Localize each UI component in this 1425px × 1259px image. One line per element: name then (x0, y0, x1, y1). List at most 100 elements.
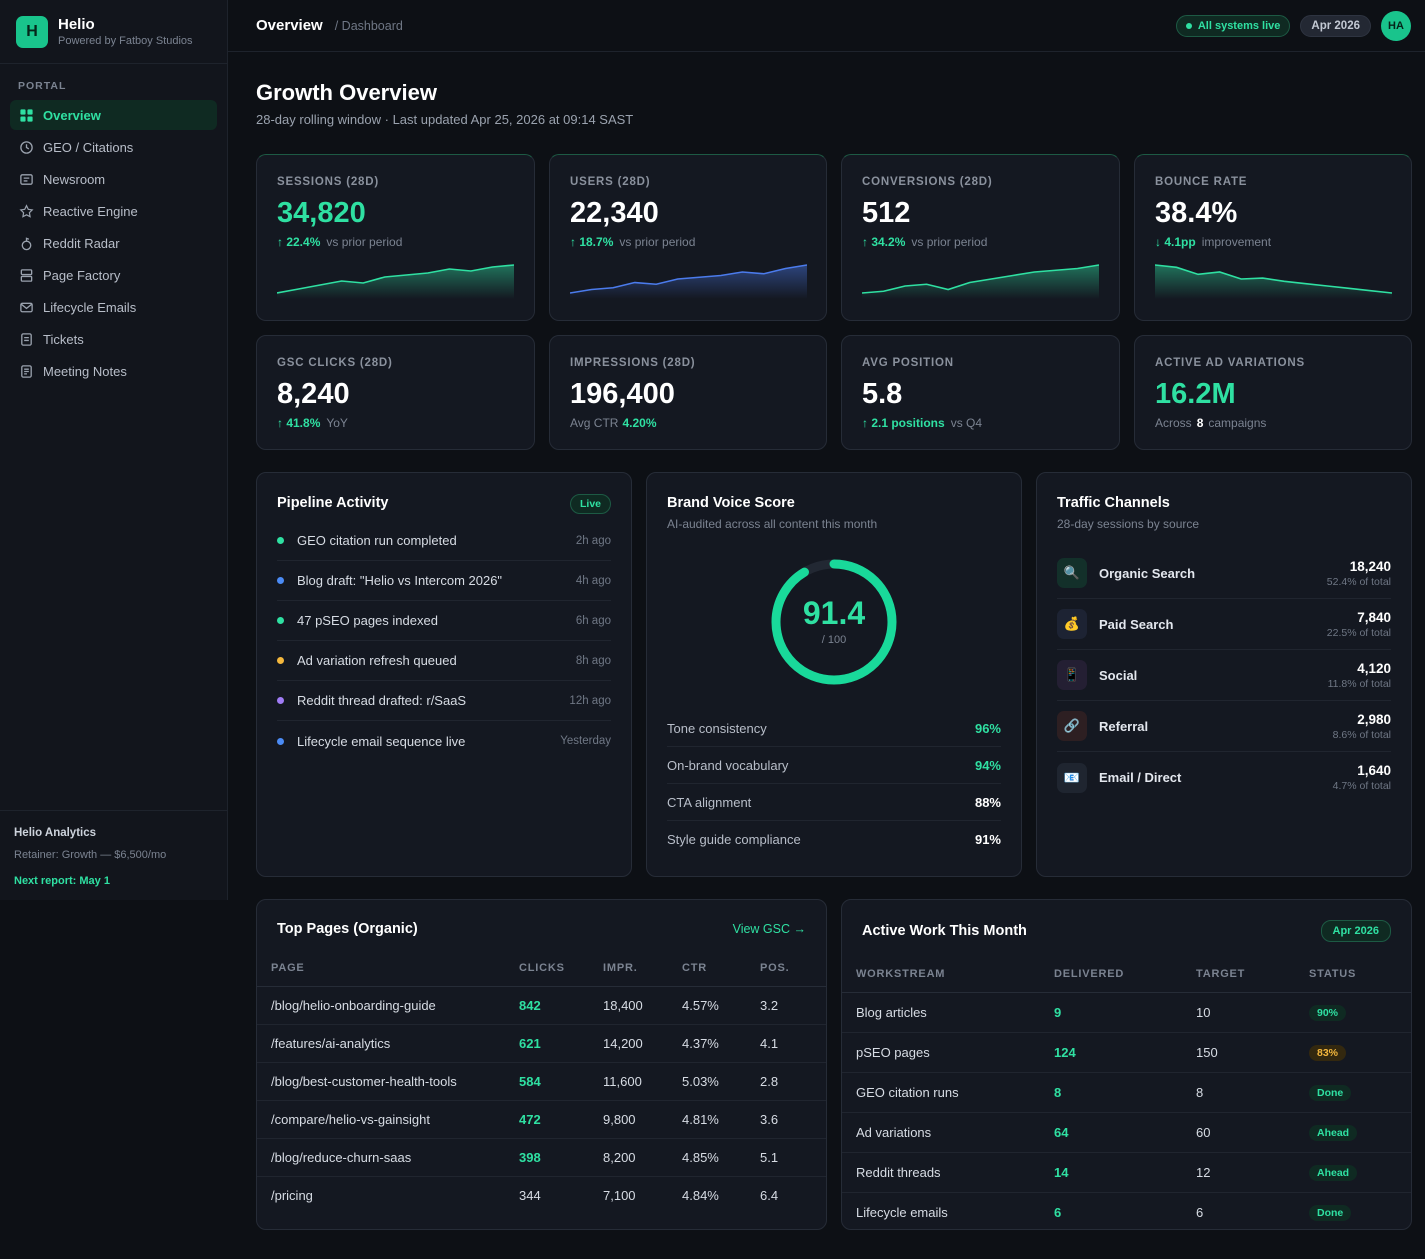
brand[interactable]: H Helio Powered by Fatboy Studios (0, 0, 227, 64)
channel-row-referral[interactable]: 🔗 Referral 2,980 8.6% of total (1057, 701, 1391, 752)
sidebar-item-reactive-engine[interactable]: Reactive Engine (10, 196, 217, 226)
score-ring (771, 559, 897, 685)
channel-row-paid-search[interactable]: 💰 Paid Search 7,840 22.5% of total (1057, 599, 1391, 650)
kpi-label: CONVERSIONS (28D) (862, 176, 993, 188)
column-header[interactable]: STATUS (1309, 956, 1411, 993)
kpi-delta: ↑ 41.8% YoY (277, 416, 348, 430)
table-row[interactable]: /blog/reduce-churn-saas 398 8,200 4.85% 5.1 (257, 1138, 826, 1177)
kpi-delta-note: vs prior period (326, 235, 403, 249)
table-row[interactable]: /blog/best-customer-health-tools 584 11,60… (257, 1062, 826, 1101)
activity-item[interactable]: Reddit thread drafted: r/SaaS 12h ago (277, 681, 611, 721)
activity-item[interactable]: 47 pSEO pages indexed 6h ago (277, 601, 611, 641)
table-row[interactable]: Reddit threads 14 12 Ahead (842, 1152, 1411, 1193)
kpi-card-impressions[interactable]: IMPRESSIONS (28D) 196,400 Avg CTR 4.20% (549, 335, 827, 450)
column-header[interactable]: DELIVERED (1054, 956, 1196, 993)
page-path[interactable]: /features/ai-analytics (257, 1024, 519, 1063)
view-gsc-link[interactable]: View GSC → (732, 922, 806, 936)
kpi-value: 16.2M (1155, 378, 1236, 410)
status-badge: Done (1309, 1084, 1352, 1101)
kpi-card-bounce-rate[interactable]: BOUNCE RATE 38.4% ↓ 4.1pp improvement (1134, 154, 1412, 321)
table-row[interactable]: /features/ai-analytics 621 14,200 4.37% 4.1 (257, 1024, 826, 1063)
page-path[interactable]: /blog/helio-onboarding-guide (257, 986, 519, 1025)
channel-row-email-direct[interactable]: 📧 Email / Direct 1,640 4.7% of total (1057, 752, 1391, 803)
page-path[interactable]: /blog/reduce-churn-saas (257, 1138, 519, 1177)
column-header[interactable]: CLICKS (519, 950, 603, 987)
breadcrumb-parent[interactable]: / Dashboard (334, 18, 403, 33)
page-path[interactable]: /blog/best-customer-health-tools (257, 1062, 519, 1101)
column-header[interactable]: WORKSTREAM (842, 956, 1054, 993)
next-report: Next report: May 1 (14, 875, 110, 887)
sidebar-item-newsroom[interactable]: Newsroom (10, 164, 217, 194)
kpi-value: 38.4% (1155, 197, 1238, 229)
channel-row-social[interactable]: 📱 Social 4,120 11.8% of total (1057, 650, 1391, 701)
channel-row-organic-search[interactable]: 🔍 Organic Search 18,240 52.4% of total (1057, 548, 1391, 599)
sidebar-item-tickets[interactable]: Tickets (10, 324, 217, 354)
table-row[interactable]: Ad variations 64 60 Ahead (842, 1112, 1411, 1153)
sidebar: H Helio Powered by Fatboy Studios PORTAL… (0, 0, 228, 900)
position-cell: 2.8 (760, 1062, 826, 1101)
sidebar-item-reddit-radar[interactable]: Reddit Radar (10, 228, 217, 258)
kpi-card-avg-position[interactable]: AVG POSITION 5.8 ↑ 2.1 positions vs Q4 (841, 335, 1120, 450)
kpi-ctr-value: 4.20% (622, 416, 657, 430)
notes-icon (21, 364, 32, 378)
traffic-channels-panel: Traffic Channels 28-day sessions by sour… (1036, 472, 1412, 877)
sidebar-nav: Overview GEO / Citations Newsroom Reacti… (0, 100, 227, 386)
sidebar-item-overview[interactable]: Overview (10, 100, 217, 130)
kpi-card-users[interactable]: USERS (28D) 22,340 ↑ 18.7% vs prior perio… (549, 154, 827, 321)
page-path[interactable]: /pricing (271, 1187, 313, 1203)
activity-list: GEO citation run completed 2h ago Blog dr… (277, 521, 611, 761)
month-badge: Apr 2026 (1320, 920, 1391, 942)
kpi-delta-value: ↑ 41.8% (277, 416, 321, 430)
table-row[interactable]: /compare/helio-vs-gainsight 472 9,800 4.81%… (257, 1100, 826, 1139)
kpi-delta-note: vs Q4 (950, 416, 983, 430)
sidebar-item-page-factory[interactable]: Page Factory (10, 260, 217, 290)
system-status-label: All systems live (1197, 19, 1281, 32)
column-header[interactable]: POS. (760, 950, 826, 987)
sidebar-item-lifecycle-emails[interactable]: Lifecycle Emails (10, 292, 217, 322)
column-header[interactable]: IMPR. (603, 950, 682, 987)
table-row[interactable]: Lifecycle emails 6 6 Done (842, 1192, 1411, 1229)
kpi-card-sessions[interactable]: SESSIONS (28D) 34,820 ↑ 22.4% vs prior pe… (256, 154, 535, 321)
magnifier-icon: 🔍 (1057, 558, 1087, 588)
kpi-label: USERS (28D) (570, 176, 651, 188)
sparkline-chart (862, 264, 1099, 299)
kpi-label: ACTIVE AD VARIATIONS (1155, 357, 1305, 369)
brand-logo: H (16, 15, 48, 48)
metric-value: 94% (974, 757, 1001, 773)
page-path[interactable]: /compare/helio-vs-gainsight (257, 1100, 519, 1139)
activity-text: Lifecycle email sequence live (297, 733, 466, 749)
activity-item[interactable]: Lifecycle email sequence live Yesterday (277, 721, 611, 761)
table-row[interactable]: pSEO pages 124 150 83% (842, 1032, 1411, 1073)
star-icon (19, 203, 34, 218)
sidebar-item-label: Lifecycle Emails (43, 299, 137, 315)
kpi-card-ad-variations[interactable]: ACTIVE AD VARIATIONS 16.2M Across 8 campai… (1134, 335, 1412, 450)
column-header[interactable]: PAGE (257, 950, 519, 987)
date-selector[interactable]: Apr 2026 (1300, 14, 1371, 37)
table-row[interactable]: /pricing 344 7,100 4.84% 6.4 (257, 1176, 826, 1214)
kpi-card-conversions[interactable]: CONVERSIONS (28D) 512 ↑ 34.2% vs prior pe… (841, 154, 1120, 321)
sidebar-item-geo-citations[interactable]: GEO / Citations (10, 132, 217, 162)
kpi-card-gsc-clicks[interactable]: GSC CLICKS (28D) 8,240 ↑ 41.8% YoY (256, 335, 535, 450)
kpi-value: 22,340 (570, 197, 659, 229)
activity-item[interactable]: Ad variation refresh queued 8h ago (277, 641, 611, 681)
sidebar-item-meeting-notes[interactable]: Meeting Notes (10, 356, 217, 386)
kpi-delta-note: vs prior period (911, 235, 988, 249)
top-pages-panel: Top Pages (Organic) View GSC → PAGE CLIC… (256, 899, 827, 1230)
activity-item[interactable]: GEO citation run completed 2h ago (277, 521, 611, 561)
table-row[interactable]: Blog articles 9 10 90% (842, 992, 1411, 1033)
table-row[interactable]: GEO citation runs 8 8 Done (842, 1072, 1411, 1113)
status-dot-icon (277, 697, 284, 704)
panel-title: Brand Voice Score (667, 495, 795, 511)
sparkline-area (277, 265, 514, 299)
kpi-delta: Avg CTR 4.20% (570, 416, 657, 430)
score-value: 91.4 (802, 595, 866, 631)
sidebar-item-label: Overview (43, 107, 101, 123)
column-header[interactable]: TARGET (1196, 956, 1309, 993)
column-header[interactable]: CTR (682, 950, 760, 987)
activity-item[interactable]: Blog draft: "Helio vs Intercom 2026" 4h a… (277, 561, 611, 601)
channel-share: 52.4% of total (1326, 575, 1391, 588)
status-dot-icon (1185, 22, 1192, 29)
metric-value: 91% (974, 832, 1001, 847)
table-row[interactable]: /blog/helio-onboarding-guide 842 18,400 4.5… (257, 986, 826, 1025)
avatar[interactable]: HA (1381, 10, 1411, 41)
